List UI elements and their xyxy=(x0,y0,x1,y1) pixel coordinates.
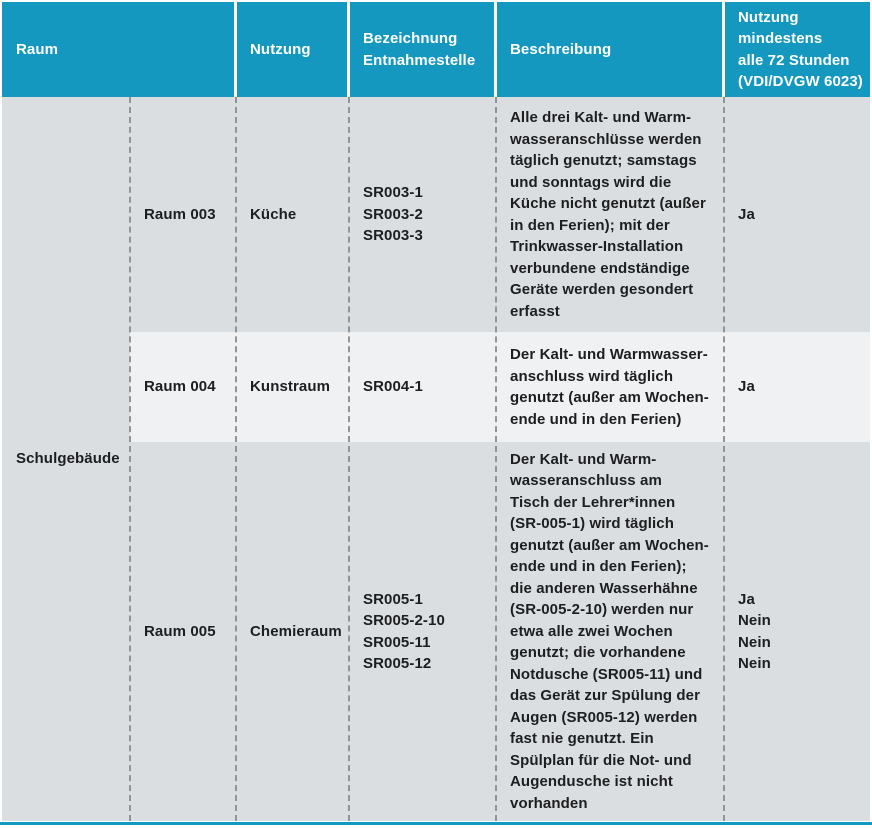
cell-description-2: Der Kalt- und Warmwasser- anschluss wird… xyxy=(496,332,724,442)
cell-tap-ids-1: SR003-1 SR003-2 SR003-3 xyxy=(349,97,496,332)
column-divider-dashed xyxy=(348,97,350,821)
header-divider xyxy=(347,2,350,97)
header-divider xyxy=(234,2,237,97)
cell-building: Schulgebäude xyxy=(2,97,130,821)
cell-usage-2: Kunstraum xyxy=(236,332,349,442)
cell-room-3: Raum 005 xyxy=(130,442,236,821)
cell-72h-1: Ja xyxy=(724,97,870,332)
cell-room-1: Raum 003 xyxy=(130,97,236,332)
cell-description-3: Der Kalt- und Warm- wasseranschluss am T… xyxy=(496,442,724,821)
column-divider-dashed xyxy=(723,97,725,821)
header-divider xyxy=(494,2,497,97)
cell-usage-3: Chemieraum xyxy=(236,442,349,821)
cell-tap-ids-2: SR004-1 xyxy=(349,332,496,442)
cell-tap-ids-3: SR005-1 SR005-2-10 SR005-11 SR005-12 xyxy=(349,442,496,821)
cell-usage-1: Küche xyxy=(236,97,349,332)
cell-72h-3: Ja Nein Nein Nein xyxy=(724,442,870,821)
cell-72h-2: Ja xyxy=(724,332,870,442)
bottom-accent-bar xyxy=(0,822,872,825)
column-divider-dashed xyxy=(129,97,131,821)
header-nutzung: Nutzung xyxy=(236,2,349,97)
header-bezeichnung-entnahmestelle: Bezeichnung Entnahmestelle xyxy=(349,2,496,97)
header-raum: Raum xyxy=(2,2,236,97)
header-divider xyxy=(722,2,725,97)
column-divider-dashed xyxy=(495,97,497,821)
header-nutzung-72h: Nutzung mindestens alle 72 Stunden (VDI/… xyxy=(724,2,870,97)
column-divider-dashed xyxy=(235,97,237,821)
cell-description-1: Alle drei Kalt- und Warm- wasseranschlüs… xyxy=(496,97,724,332)
cell-room-2: Raum 004 xyxy=(130,332,236,442)
header-beschreibung: Beschreibung xyxy=(496,2,724,97)
